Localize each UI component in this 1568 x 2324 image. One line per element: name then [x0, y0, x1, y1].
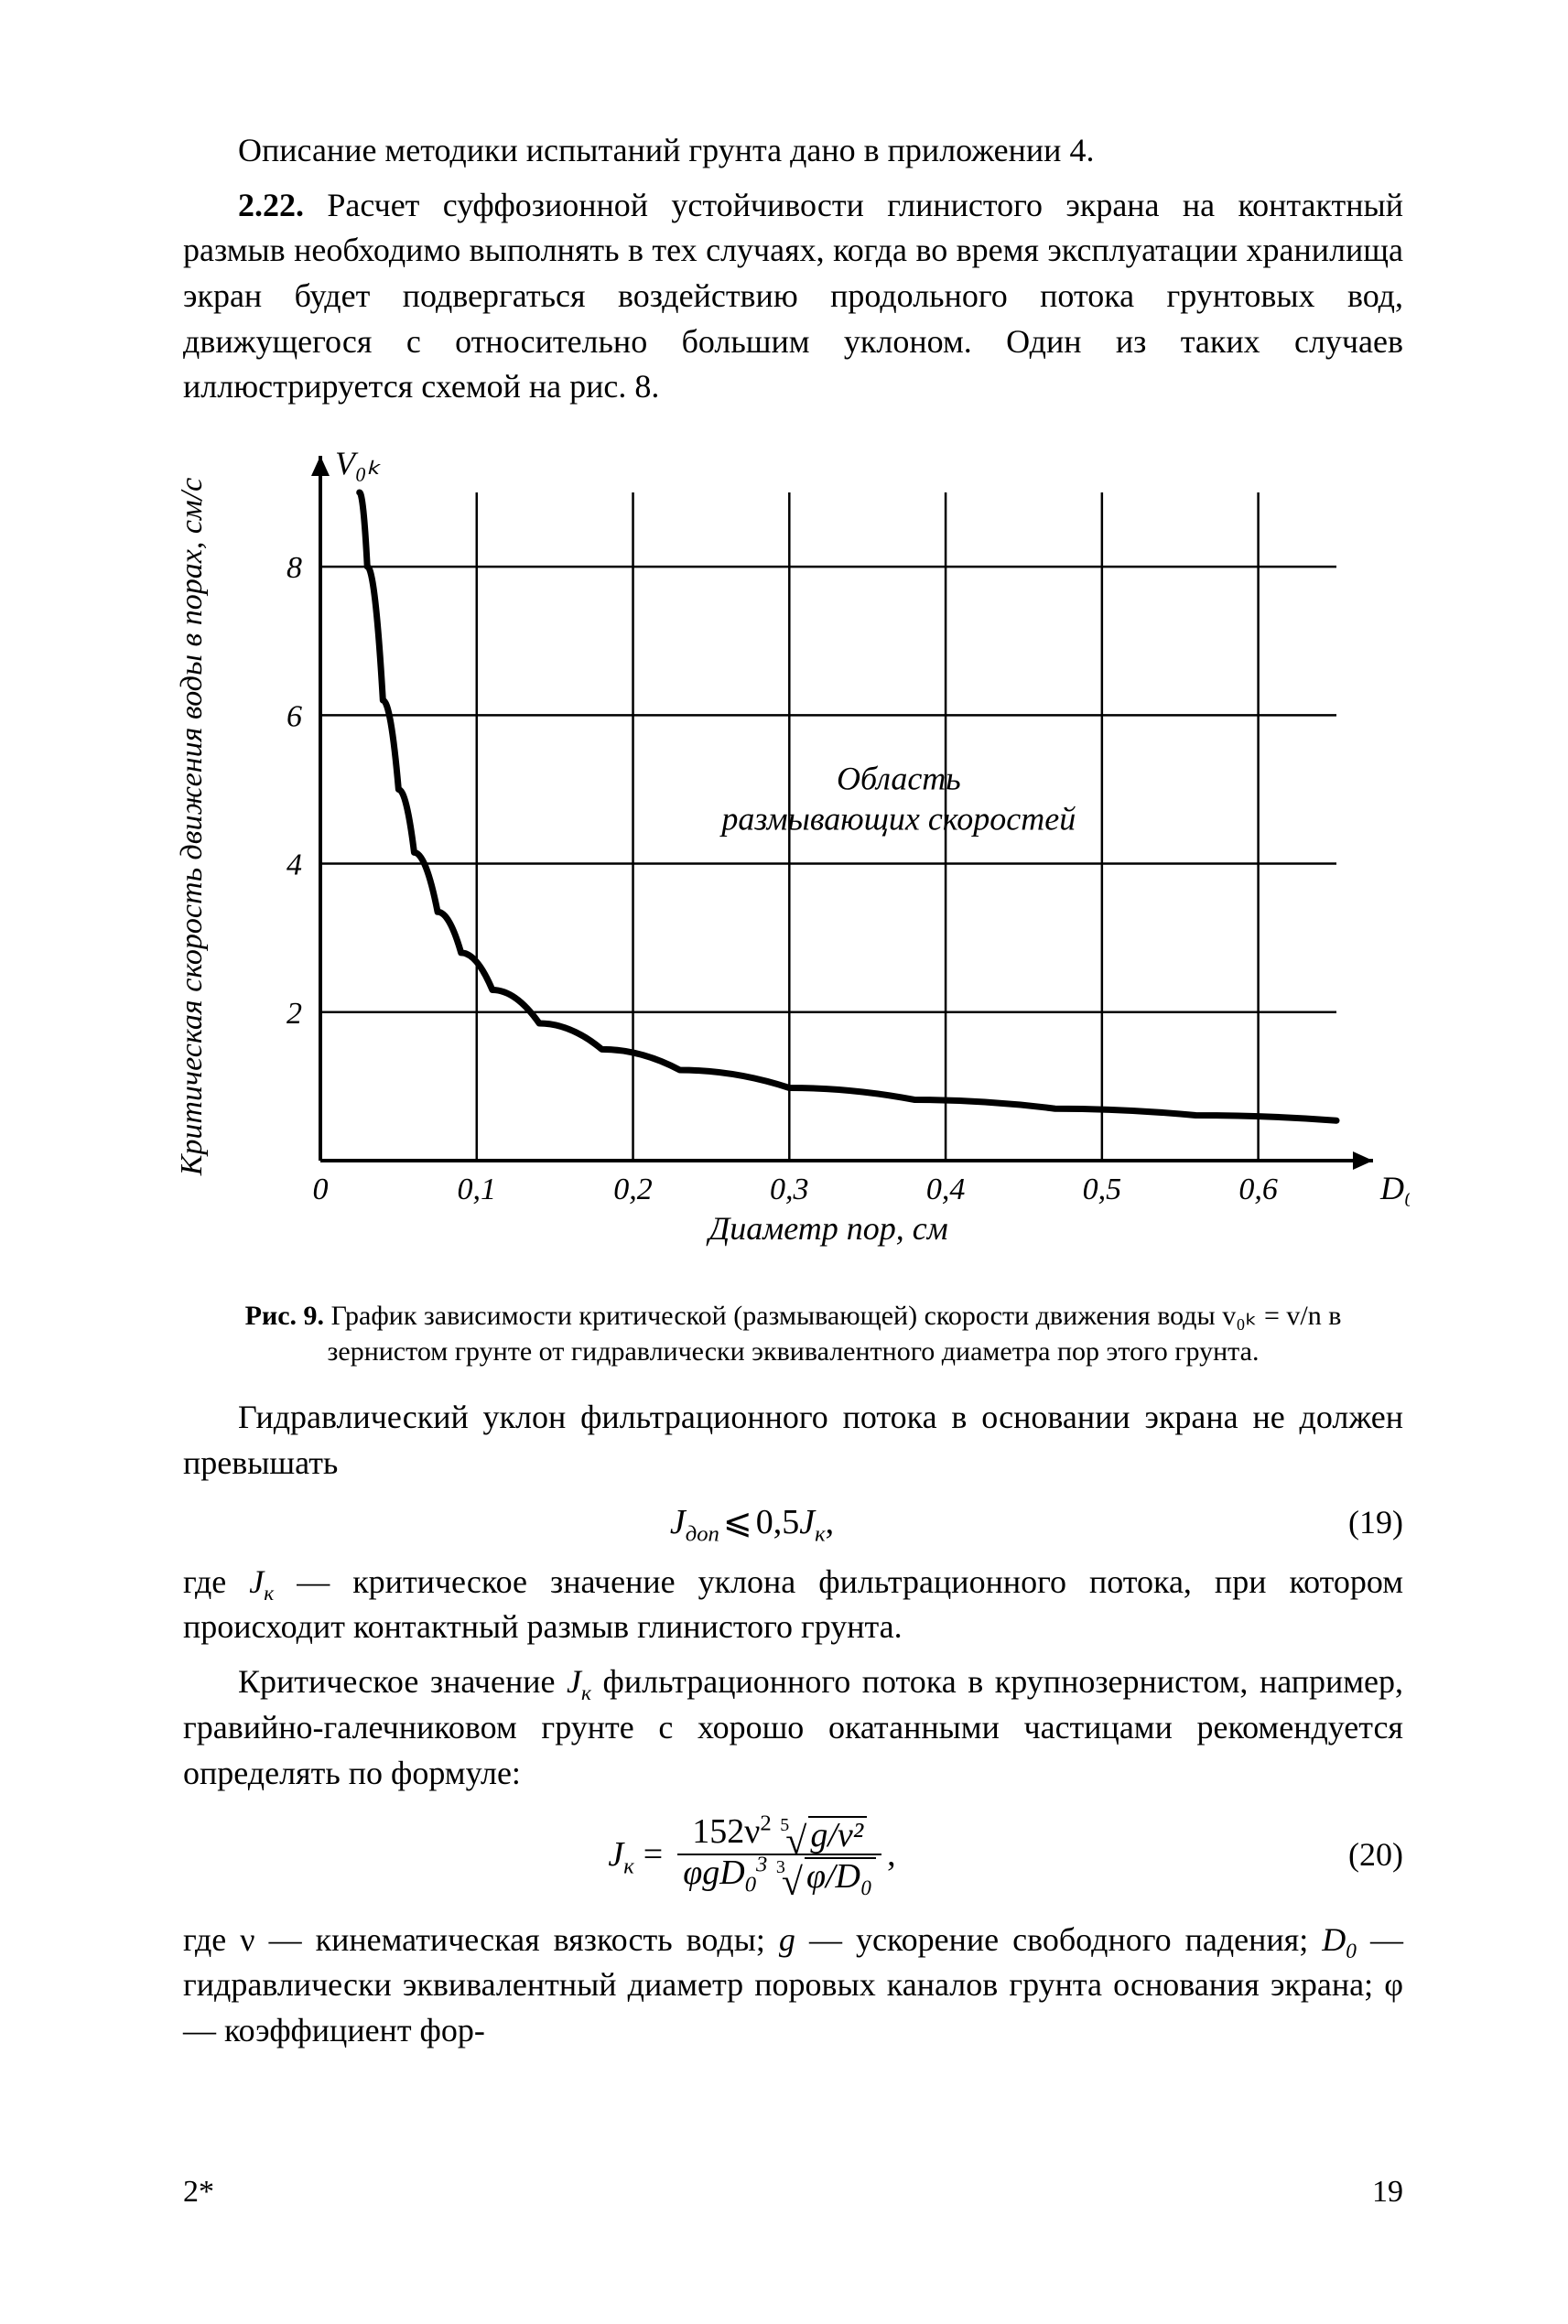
svg-text:Критическая скорость движения: Критическая скорость движения воды в пор…	[175, 478, 209, 1176]
svg-text:0,1: 0,1	[458, 1173, 497, 1206]
equation-19: Jдоп ⩽ 0,5Jк ,	[670, 1498, 834, 1546]
page: Описание методики испытаний грунта дано …	[0, 0, 1568, 2324]
paragraph-2: 2.22. Расчет суффозионной устойчивости г…	[183, 183, 1403, 410]
svg-text:4: 4	[287, 849, 302, 882]
svg-text:2: 2	[287, 997, 302, 1031]
svg-text:0,2: 0,2	[613, 1173, 653, 1206]
paragraph-5: Критическое значение Jк фильтрационного …	[183, 1659, 1403, 1796]
symbol-Jk-2: Jк	[567, 1663, 591, 1700]
svg-text:0: 0	[313, 1173, 329, 1206]
section-number: 2.22.	[238, 187, 304, 223]
svg-text:D₀: D₀	[1379, 1170, 1410, 1206]
paragraph-1: Описание методики испытаний грунта дано …	[183, 128, 1403, 174]
footer-left: 2*	[183, 2171, 214, 2214]
svg-text:8: 8	[287, 551, 302, 585]
svg-text:0,4: 0,4	[926, 1173, 966, 1206]
symbol-g: g	[779, 1921, 795, 1958]
svg-text:V₀ₖ: V₀ₖ	[335, 445, 382, 481]
equation-20-row: Jк = 152ν2 5 √ g/ν² φgD03 3 √ φ/D₀	[183, 1814, 1403, 1895]
equation-number-19: (19)	[1321, 1500, 1403, 1546]
svg-text:размывающих скоростей: размывающих скоростей	[719, 800, 1076, 837]
paragraph-4: где Jк — критическое значение уклона фил…	[183, 1560, 1403, 1650]
equation-20: Jк = 152ν2 5 √ g/ν² φgD03 3 √ φ/D₀	[608, 1814, 895, 1895]
page-footer: 2* 19	[183, 2171, 1403, 2214]
figure-caption: Рис. 9. График зависимости критической (…	[238, 1298, 1348, 1369]
paragraph-6: где ν — кинематическая вязкость воды; g …	[183, 1918, 1403, 2054]
footer-right: 19	[1372, 2171, 1403, 2214]
svg-text:0,3: 0,3	[770, 1173, 809, 1206]
symbol-Jk: Jк	[249, 1563, 274, 1600]
equation-19-row: Jдоп ⩽ 0,5Jк , (19)	[183, 1498, 1403, 1546]
figure-caption-text: График зависимости критической (размываю…	[324, 1301, 1341, 1367]
svg-text:0,5: 0,5	[1083, 1173, 1122, 1206]
figure-label: Рис. 9.	[245, 1301, 324, 1331]
svg-text:6: 6	[287, 699, 302, 733]
svg-text:Область: Область	[837, 760, 961, 796]
paragraph-2-text: Расчет суффозионной устойчивости глинист…	[183, 187, 1403, 405]
figure-9: Критическая скорость движения воды в пор…	[146, 438, 1410, 1280]
equation-number-20: (20)	[1321, 1832, 1403, 1878]
chart-svg: Критическая скорость движения воды в пор…	[146, 438, 1410, 1280]
svg-text:0,6: 0,6	[1238, 1173, 1278, 1206]
svg-text:Диаметр пор, см: Диаметр пор, см	[706, 1210, 947, 1247]
paragraph-3: Гидравлический уклон фильтрационного пот…	[183, 1395, 1403, 1486]
symbol-D0: D0	[1322, 1921, 1357, 1958]
